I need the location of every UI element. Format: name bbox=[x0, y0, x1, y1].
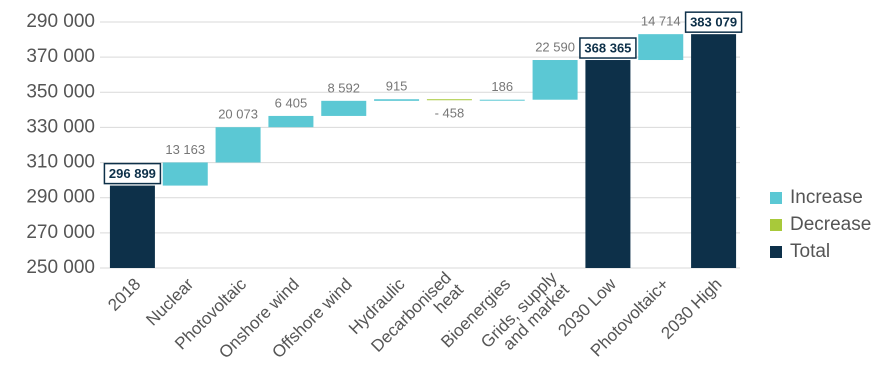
bar bbox=[321, 100, 367, 116]
value-label-box bbox=[103, 162, 162, 185]
bar bbox=[162, 162, 208, 186]
y-tick-label: 250 000 bbox=[26, 257, 95, 278]
legend-swatch bbox=[770, 192, 782, 204]
legend-label: Increase bbox=[790, 187, 863, 208]
bar bbox=[426, 99, 472, 101]
y-tick-label: 310 000 bbox=[26, 152, 95, 173]
value-label: 22 590 bbox=[535, 39, 575, 54]
y-tick-label: 290 000 bbox=[26, 11, 95, 32]
y-tick-label: 290 000 bbox=[26, 187, 95, 208]
bar bbox=[585, 60, 631, 269]
bar bbox=[268, 115, 314, 128]
bar bbox=[374, 99, 420, 101]
value-label: 296 899 bbox=[109, 166, 156, 181]
legend-label: Total bbox=[790, 241, 830, 262]
y-tick-label: 350 000 bbox=[26, 81, 95, 102]
value-label: 20 073 bbox=[218, 107, 258, 122]
bar bbox=[638, 34, 684, 61]
y-tick-label: 270 000 bbox=[26, 222, 95, 243]
bar bbox=[479, 99, 525, 101]
value-label: 14 714 bbox=[641, 14, 681, 29]
value-label: 915 bbox=[386, 79, 408, 94]
value-label: - 458 bbox=[435, 105, 465, 120]
value-label-box bbox=[684, 11, 743, 33]
legend-label: Decrease bbox=[790, 214, 871, 235]
value-label: 383 079 bbox=[690, 15, 737, 30]
value-label: 8 592 bbox=[327, 80, 360, 95]
bar bbox=[109, 185, 155, 268]
bar bbox=[532, 60, 578, 100]
y-tick-label: 330 000 bbox=[26, 116, 95, 137]
value-label-box bbox=[579, 37, 637, 59]
bar bbox=[215, 127, 261, 163]
bar bbox=[691, 34, 737, 268]
y-tick-label: 370 000 bbox=[26, 46, 95, 67]
legend-swatch bbox=[770, 219, 782, 231]
value-label: 186 bbox=[491, 79, 513, 94]
value-label: 368 365 bbox=[584, 40, 631, 55]
x-tick-label: Decarbonisedheat bbox=[368, 268, 468, 368]
value-label: 13 163 bbox=[165, 142, 205, 157]
legend-swatch bbox=[770, 246, 782, 258]
x-tick-label: 2018 bbox=[104, 275, 144, 315]
value-label: 6 405 bbox=[275, 95, 308, 110]
